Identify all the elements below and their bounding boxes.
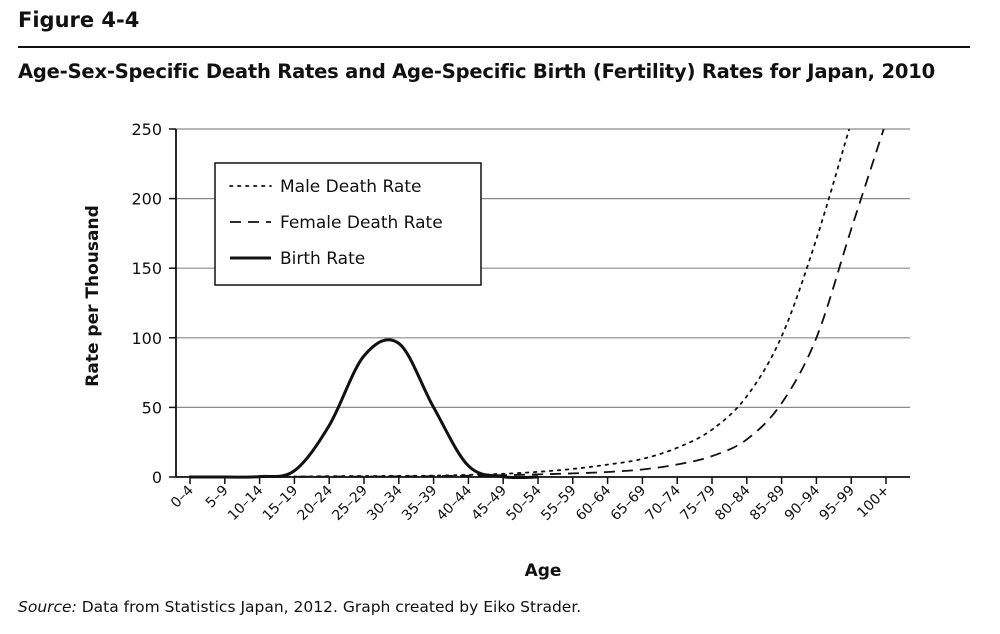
- x-axis-title: Age: [525, 561, 562, 581]
- x-tick-label: 60–64: [573, 482, 615, 524]
- legend-box: [214, 162, 482, 286]
- x-tick-label: 100+: [854, 483, 893, 522]
- y-tick-label: 250: [131, 120, 162, 139]
- x-tick-label: 75–79: [677, 483, 718, 524]
- x-tick-label: 25–29: [329, 483, 370, 524]
- series-line-birth-rate: [189, 338, 539, 480]
- x-tick-label: 90–94: [782, 482, 824, 524]
- legend: Male Death Rate Female Death Rate Birth Ra…: [214, 162, 482, 286]
- x-tick-label: 70–74: [643, 482, 685, 524]
- y-tick-label: 150: [131, 259, 162, 278]
- source-note: Source: Data from Statistics Japan, 2012…: [18, 598, 581, 616]
- x-tick-label: 20–24: [295, 482, 337, 524]
- x-tick-label: 65–69: [608, 483, 649, 524]
- y-axis-title: Rate per Thousand: [83, 205, 103, 386]
- x-tick-label: 0–4: [168, 482, 197, 511]
- y-tick-label: 200: [131, 190, 162, 209]
- x-tick-label: 10–14: [225, 482, 267, 524]
- source-label: Source:: [18, 598, 77, 616]
- x-tick-label: 30–34: [364, 482, 406, 524]
- y-tick-label: 50: [142, 398, 162, 417]
- x-tick-label: 80–84: [712, 482, 754, 524]
- x-tick-label: 55–59: [538, 483, 579, 524]
- x-tick-label: 5–9: [203, 483, 232, 512]
- y-tick-label: 0: [152, 468, 162, 487]
- x-tick-label: 95–99: [817, 483, 858, 524]
- legend-label: Birth Rate: [280, 249, 365, 269]
- x-tick-label: 45–49: [469, 483, 510, 524]
- x-tick-label: 50–54: [503, 482, 545, 524]
- y-tick-label: 100: [131, 329, 162, 348]
- source-text: Data from Statistics Japan, 2012. Graph …: [76, 598, 582, 616]
- series-lines: [189, 129, 885, 480]
- figure-title: Age-Sex-Specific Death Rates and Age-Spe…: [18, 60, 935, 83]
- legend-label: Female Death Rate: [280, 213, 443, 233]
- x-tick-label: 85–89: [747, 483, 788, 524]
- x-tick-label: 35–39: [399, 483, 440, 524]
- figure-label: Figure 4-4: [18, 8, 140, 32]
- x-tick-label: 40–44: [434, 482, 476, 524]
- x-tick-label: 15–19: [260, 483, 301, 524]
- title-rule: [18, 46, 970, 48]
- gridlines: [176, 128, 910, 408]
- legend-label: Male Death Rate: [280, 177, 421, 197]
